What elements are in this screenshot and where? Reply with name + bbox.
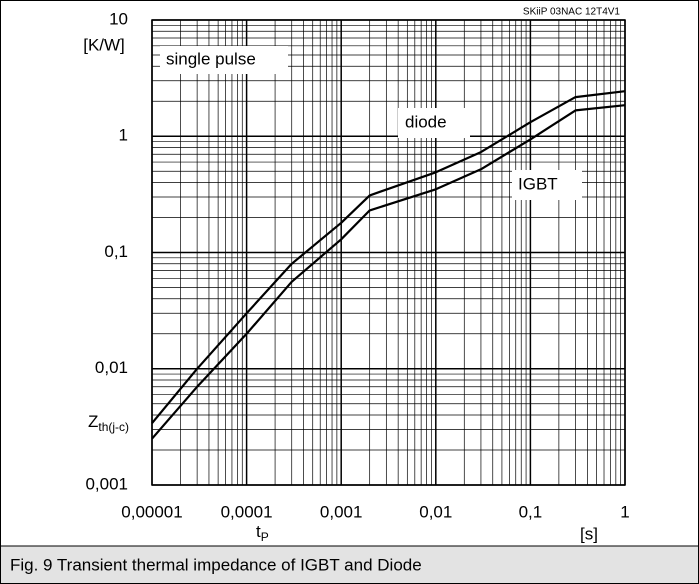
x-tick-label: 0,01 xyxy=(419,502,452,521)
y-label-box xyxy=(84,410,148,440)
x-label: tP xyxy=(256,522,269,544)
caption: Fig. 9 Transient thermal impedance of IG… xyxy=(10,555,422,574)
caption-band xyxy=(1,546,698,583)
code-label: SKiiP 03NAC 12T4V1 xyxy=(523,7,621,18)
y-tick-label: 0,1 xyxy=(104,242,128,261)
y-tick-label: 0,01 xyxy=(95,358,128,377)
y-tick-label: 1 xyxy=(119,126,128,145)
x-unit: [s] xyxy=(580,524,598,543)
y-unit: [K/W] xyxy=(83,35,125,54)
y-label: Zth(j-c) xyxy=(88,412,129,434)
x-label-sub: P xyxy=(261,530,269,544)
series-line xyxy=(151,90,626,424)
x-label-main: t xyxy=(256,522,261,541)
y-tick-label: 0,001 xyxy=(85,474,128,493)
x-tick-label: 0,001 xyxy=(320,502,363,521)
grid xyxy=(151,19,626,486)
legend-box xyxy=(398,108,470,138)
curves xyxy=(151,90,626,440)
x-tick-label: 0,0001 xyxy=(221,502,273,521)
y-tick-label: 10 xyxy=(109,9,128,28)
legend-box xyxy=(512,170,582,200)
legend-label: diode xyxy=(405,112,447,131)
y-label-main: Z xyxy=(88,412,98,431)
annotation: single pulse xyxy=(166,49,256,68)
annotation-box xyxy=(160,46,288,74)
x-tick-label: 1 xyxy=(620,502,629,521)
x-tick-label: 0,00001 xyxy=(121,502,182,521)
legend-label: IGBT xyxy=(518,174,558,193)
series-line xyxy=(151,104,626,440)
y-label-sub: th(j-c) xyxy=(98,420,129,434)
x-tick-label: 0,1 xyxy=(519,502,543,521)
